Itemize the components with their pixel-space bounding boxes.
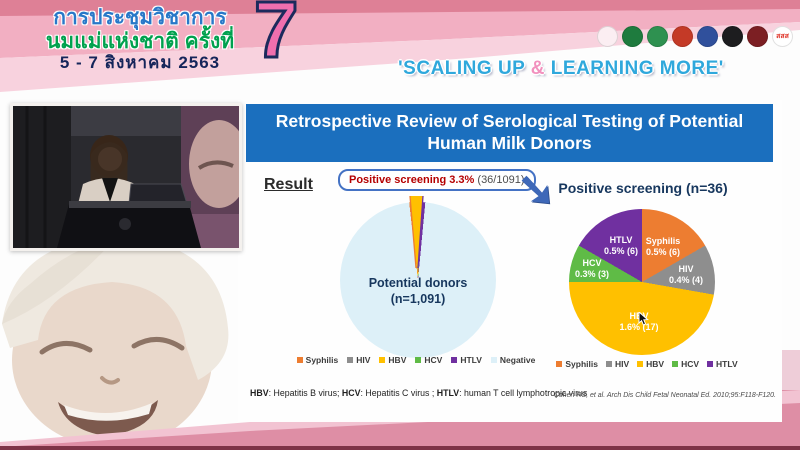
citation: Cohen RS, et al. Arch Dis Child Fetal Ne…	[553, 392, 776, 399]
slogan-prefix: 'SCALING UP	[398, 58, 531, 79]
left-legend: Syphilis HIV HBV HCV HTLV Negative	[248, 355, 584, 365]
presenter-webcam	[10, 103, 242, 251]
callout-detail: (36/1091)	[474, 174, 525, 186]
royal-crest-logo	[697, 26, 718, 47]
footnote: HBV: Hepatitis B virus; HCV: Hepatitis C…	[250, 388, 588, 398]
legend-item-syphilis: Syphilis	[296, 355, 338, 365]
legend-item-htlv: HTLV	[707, 359, 738, 369]
slogan-suffix: LEARNING MORE'	[545, 58, 724, 79]
legend-item-negative: Negative	[490, 355, 535, 365]
legend-item-syphilis: Syphilis	[556, 359, 598, 369]
royal-college-logo	[747, 26, 768, 47]
legend-item-hbv: HBV	[379, 355, 406, 365]
arrow-down-right-icon: ➘	[517, 163, 556, 215]
milk-foundation-logo	[597, 26, 618, 47]
conference-slogan: 'SCALING UP & LEARNING MORE'	[328, 58, 794, 80]
potential-donors-pie: Potential donors (n=1,091)	[340, 202, 496, 358]
right-legend: Syphilis HIV HBV HCV HTLV	[554, 359, 740, 369]
potential-donors-label-line2: (n=1,091)	[390, 291, 446, 306]
slice-label-hiv: HIV 0.4% (4)	[668, 264, 704, 285]
logo-row: สสส	[597, 26, 793, 47]
slice-label-htlv: HTLV 0.5% (6)	[603, 235, 639, 256]
conference-title-line2: นมแม่แห่งชาติ ครั้งที่	[45, 29, 235, 53]
conference-number: 7	[253, 0, 300, 74]
callout-highlight: Positive screening 3.3%	[349, 174, 475, 186]
slice-label-syphilis: Syphilis 0.5% (6)	[645, 236, 681, 257]
conference-title: การประชุมวิชาการ นมแม่แห่งชาติ ครั้งที่ …	[12, 6, 268, 72]
mouse-cursor	[638, 312, 649, 326]
background-baby-photo	[2, 236, 229, 448]
conference-header: การประชุมวิชาการ นมแม่แห่งชาติ ครั้งที่ …	[0, 0, 800, 100]
university-crest-logo	[672, 26, 693, 47]
legend-item-htlv: HTLV	[451, 355, 482, 365]
legend-item-hbv: HBV	[637, 359, 664, 369]
thai-health-sss-logo: สสส	[772, 26, 793, 47]
positive-screening-callout: Positive screening 3.3% (36/1091)	[338, 169, 536, 191]
legend-item-hcv: HCV	[672, 359, 699, 369]
ministry-of-public-health-logo	[622, 26, 643, 47]
potential-donors-label: Potential donors (n=1,091)	[348, 276, 488, 307]
slogan-ampersand: &	[530, 58, 546, 79]
legend-item-hcv: HCV	[415, 355, 442, 365]
slice-label-hcv: HCV 0.3% (3)	[574, 258, 610, 279]
slide: Retrospective Review of Serological Test…	[238, 100, 782, 422]
legend-item-hiv: HIV	[605, 359, 629, 369]
potential-donors-label-line1: Potential donors	[368, 276, 468, 290]
result-label: Result	[264, 176, 313, 193]
conference-dates: 5 - 7 สิงหาคม 2563	[59, 53, 221, 73]
legend-item-hiv: HIV	[347, 355, 370, 365]
positive-screening-title: Positive screening (n=36)	[558, 180, 728, 196]
conference-title-line1: การประชุมวิชาการ	[53, 6, 227, 29]
slide-title: Retrospective Review of Serological Test…	[246, 104, 773, 162]
department-of-health-logo	[647, 26, 668, 47]
medical-association-logo	[722, 26, 743, 47]
